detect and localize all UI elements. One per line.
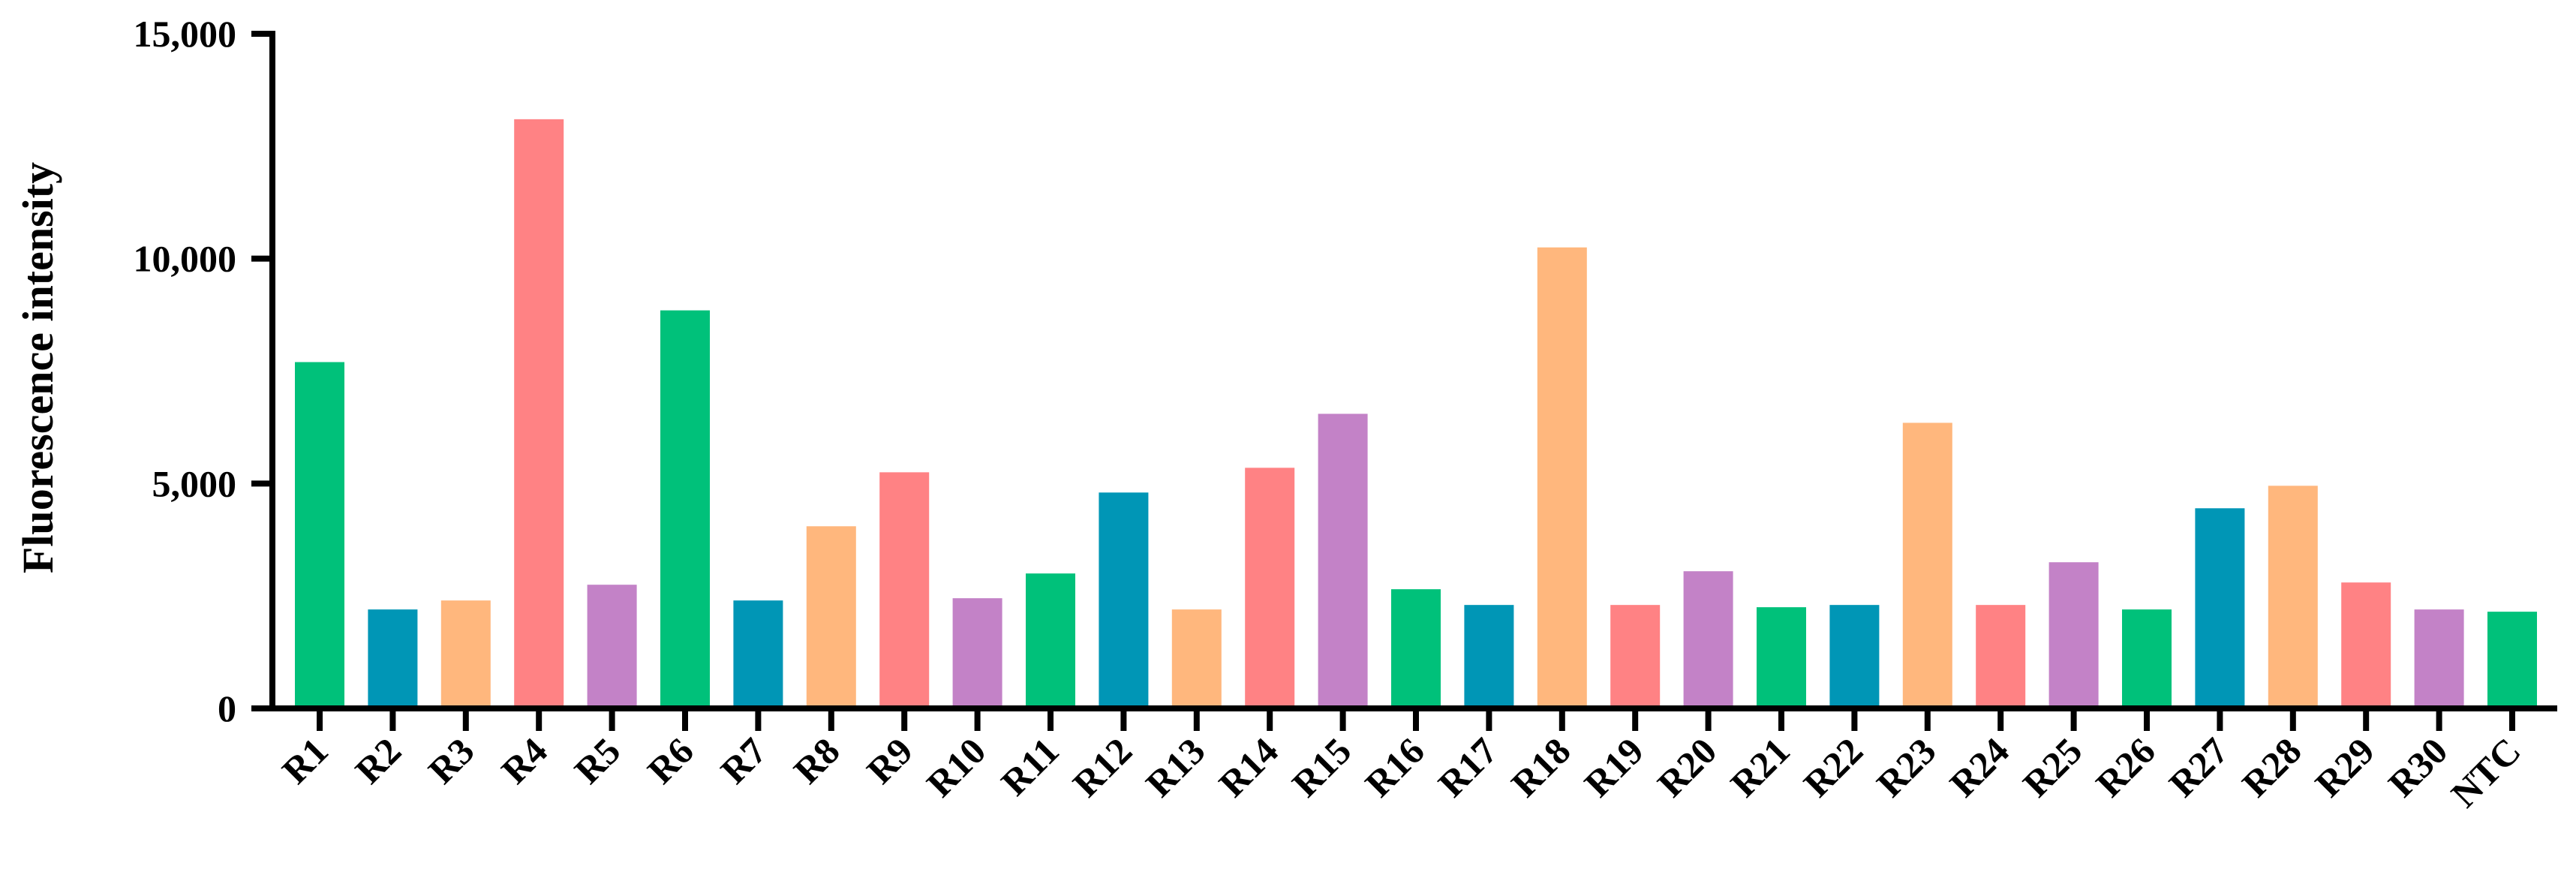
bar-r15 bbox=[1318, 413, 1368, 708]
x-tick-label-r26: R26 bbox=[2088, 729, 2163, 804]
x-ticks-group: R1 R2 R3 R4 R5 R6 R7 R8 R9R10R11R12R13R14R15R16R… bbox=[274, 708, 2529, 815]
x-tick-label-r11: R11 bbox=[993, 729, 1067, 804]
bar-r12 bbox=[1099, 492, 1149, 708]
y-ticks-group: 0 5,000 10,000 15,000 bbox=[134, 13, 272, 729]
y-tick-label: 0 bbox=[218, 687, 236, 729]
y-tick-label: 15,000 bbox=[134, 13, 237, 55]
bar-r11 bbox=[1026, 573, 1075, 708]
x-tick-label-r15: R15 bbox=[1284, 729, 1359, 804]
bar-r10 bbox=[952, 598, 1002, 708]
bar-r13 bbox=[1171, 609, 1222, 708]
x-tick-label-r30: R30 bbox=[2380, 729, 2455, 804]
bar-r16 bbox=[1391, 589, 1441, 708]
bar-r30 bbox=[2414, 609, 2464, 708]
x-tick-label-r18: R18 bbox=[1503, 729, 1578, 804]
x-tick-label-r9: R9 bbox=[858, 729, 921, 792]
x-tick-label-r24: R24 bbox=[1941, 729, 2016, 804]
x-tick-label-r3: R3 bbox=[420, 729, 482, 792]
bar-r18 bbox=[1537, 247, 1587, 708]
x-tick-label-r1: R1 bbox=[274, 729, 336, 792]
x-tick-label-r13: R13 bbox=[1138, 729, 1213, 804]
x-tick-label-ntc: NTC bbox=[2443, 729, 2529, 815]
y-tick-label: 10,000 bbox=[134, 238, 237, 280]
y-axis-label: Fluorescence intensity bbox=[14, 162, 62, 573]
bar-r29 bbox=[2341, 582, 2391, 708]
bar-r24 bbox=[1976, 605, 2026, 708]
x-tick-label-r28: R28 bbox=[2234, 729, 2309, 804]
bar-r27 bbox=[2195, 508, 2245, 708]
x-tick-label-r5: R5 bbox=[567, 729, 629, 792]
x-tick-label-r22: R22 bbox=[1796, 729, 1871, 804]
bar-r28 bbox=[2268, 486, 2318, 708]
x-tick-label-r14: R14 bbox=[1210, 729, 1285, 804]
x-tick-label-r10: R10 bbox=[918, 729, 993, 804]
x-tick-label-r6: R6 bbox=[639, 729, 702, 792]
x-tick-label-r2: R2 bbox=[347, 729, 409, 792]
bar-r3 bbox=[440, 600, 491, 708]
x-tick-label-r17: R17 bbox=[1430, 729, 1505, 804]
y-tick-label: 5,000 bbox=[152, 462, 237, 504]
bar-r20 bbox=[1683, 571, 1733, 708]
bar-r6 bbox=[660, 310, 710, 709]
bar-r1 bbox=[295, 362, 344, 708]
bar-r14 bbox=[1245, 468, 1295, 708]
bar-r23 bbox=[1902, 422, 1952, 708]
x-tick-label-r7: R7 bbox=[712, 729, 774, 792]
bar-r19 bbox=[1610, 605, 1661, 708]
x-tick-label-r8: R8 bbox=[786, 729, 848, 792]
bar-r26 bbox=[2122, 609, 2172, 708]
bars-group bbox=[295, 119, 2537, 709]
x-tick-label-r25: R25 bbox=[2015, 729, 2090, 804]
bar-r5 bbox=[587, 585, 637, 708]
x-tick-label-r19: R19 bbox=[1576, 729, 1651, 804]
x-tick-label-r12: R12 bbox=[1065, 729, 1140, 804]
x-tick-label-r27: R27 bbox=[2161, 729, 2236, 804]
x-tick-label-r4: R4 bbox=[493, 729, 555, 792]
bar-r2 bbox=[368, 609, 418, 708]
bar-r21 bbox=[1757, 607, 1806, 708]
x-tick-label-r23: R23 bbox=[1868, 729, 1943, 804]
x-tick-label-r21: R21 bbox=[1722, 729, 1797, 804]
bar-r25 bbox=[2048, 562, 2099, 708]
bar-r8 bbox=[806, 526, 856, 708]
bar-ntc bbox=[2487, 612, 2537, 708]
bar-r9 bbox=[879, 472, 930, 708]
x-tick-label-r29: R29 bbox=[2307, 729, 2382, 804]
x-tick-label-r20: R20 bbox=[1649, 729, 1724, 804]
bar-r17 bbox=[1464, 605, 1514, 708]
bar-r4 bbox=[514, 119, 564, 708]
bar-r7 bbox=[733, 600, 783, 708]
x-tick-label-r16: R16 bbox=[1357, 729, 1432, 804]
bar-r22 bbox=[1829, 605, 1880, 708]
